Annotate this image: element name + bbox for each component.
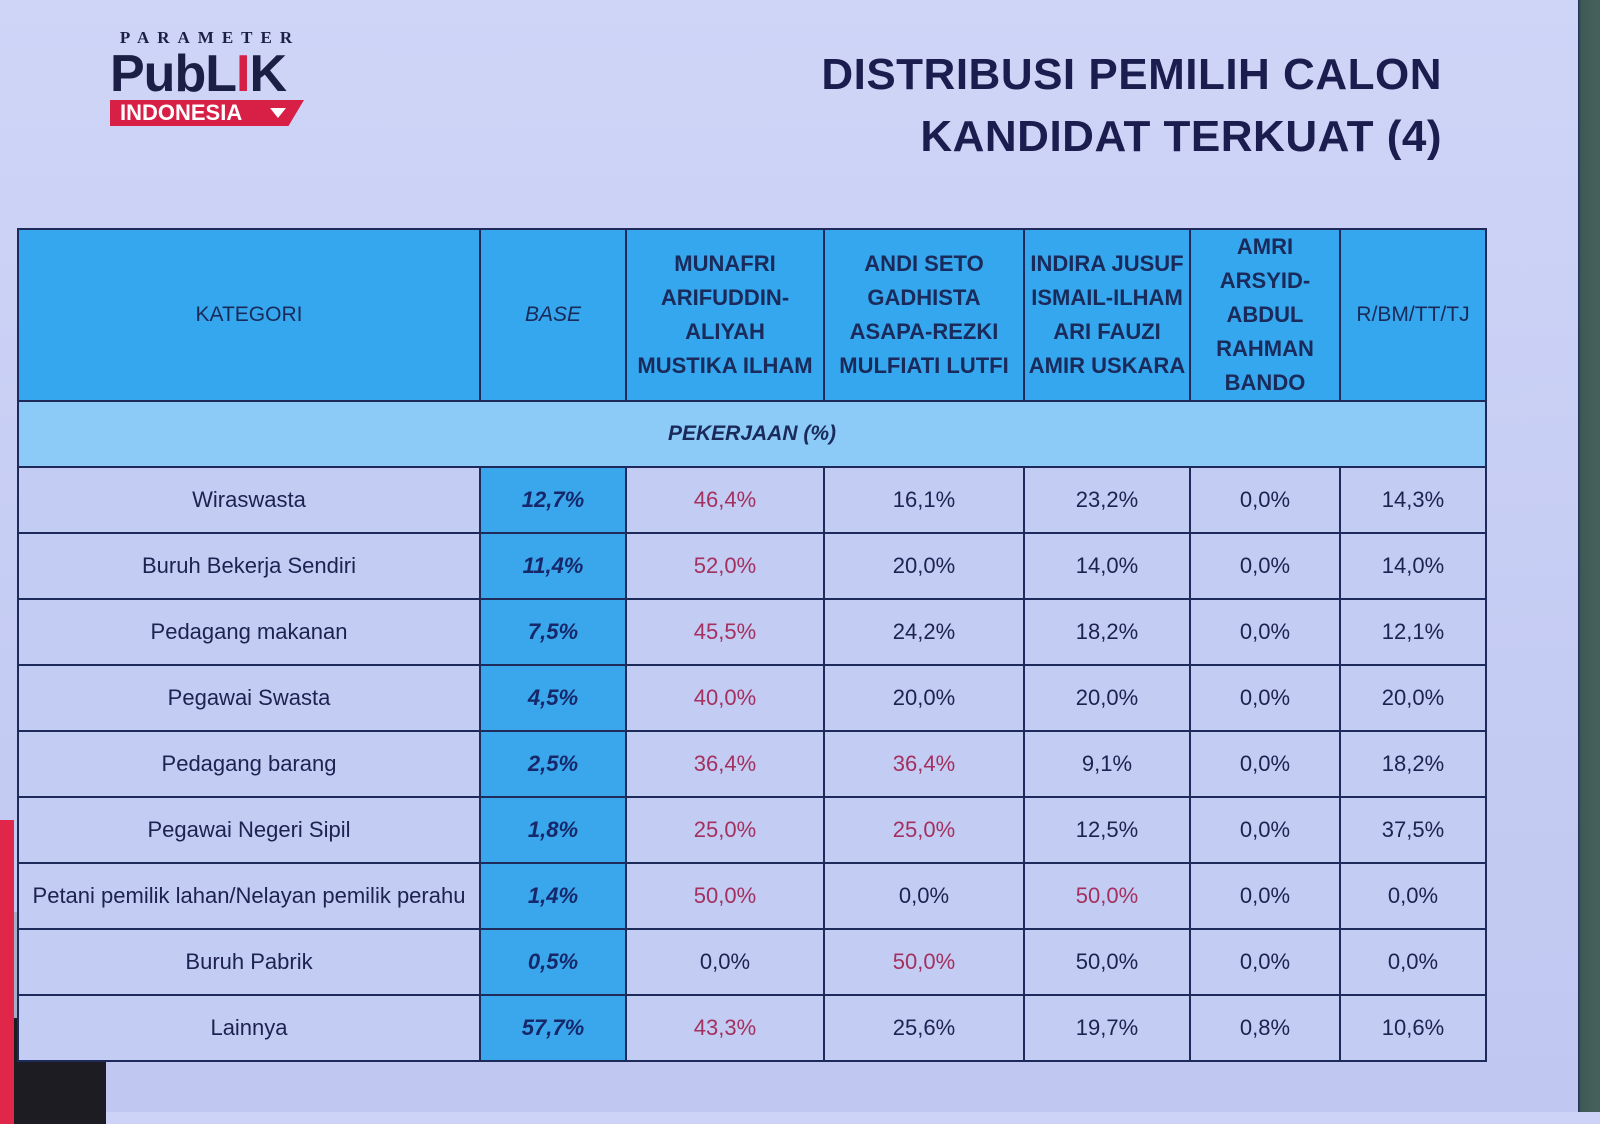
table-row: Buruh Bekerja Sendiri 11,4% 52,0% 20,0% … (17, 532, 1487, 600)
logo-main-c: K (249, 45, 287, 103)
row-category: Buruh Bekerja Sendiri (17, 532, 481, 600)
row-candidate-3: 50,0% (1023, 928, 1191, 996)
row-candidate-4: 0,0% (1189, 928, 1341, 996)
row-undecided: 37,5% (1339, 796, 1487, 864)
table-row: Pedagang makanan 7,5% 45,5% 24,2% 18,2% … (17, 598, 1487, 666)
row-candidate-2: 25,6% (823, 994, 1025, 1062)
table-row: Petani pemilik lahan/Nelayan pemilik per… (17, 862, 1487, 930)
logo-top-text: PARAMETER (119, 28, 301, 47)
header-candidate-4: AMRI ARSYID-ABDUL RAHMAN BANDO (1189, 228, 1341, 402)
section-row: PEKERJAAN (%) (17, 400, 1487, 468)
row-candidate-1: 43,3% (625, 994, 825, 1062)
row-category: Pedagang makanan (17, 598, 481, 666)
logo-main-b: I (235, 45, 250, 103)
logo-indonesia-bar: INDONESIA (110, 100, 304, 126)
logo-triangle-icon (270, 108, 286, 118)
row-candidate-1: 0,0% (625, 928, 825, 996)
row-undecided: 10,6% (1339, 994, 1487, 1062)
row-undecided: 14,3% (1339, 466, 1487, 534)
header-base: BASE (479, 228, 627, 402)
header-candidate-1: MUNAFRI ARIFUDDIN-ALIYAH MUSTIKA ILHAM (625, 228, 825, 402)
table-row: Buruh Pabrik 0,5% 0,0% 50,0% 50,0% 0,0% … (17, 928, 1487, 996)
screen-frame-edge (1578, 0, 1600, 1124)
row-category: Petani pemilik lahan/Nelayan pemilik per… (17, 862, 481, 930)
row-candidate-4: 0,8% (1189, 994, 1341, 1062)
row-candidate-2: 16,1% (823, 466, 1025, 534)
table-header-row: KATEGORI BASE MUNAFRI ARIFUDDIN-ALIYAH M… (17, 228, 1487, 402)
table-row: Pegawai Swasta 4,5% 40,0% 20,0% 20,0% 0,… (17, 664, 1487, 732)
row-candidate-1: 50,0% (625, 862, 825, 930)
row-candidate-1: 52,0% (625, 532, 825, 600)
section-label: PEKERJAAN (%) (17, 400, 1487, 468)
row-candidate-4: 0,0% (1189, 664, 1341, 732)
row-candidate-1: 40,0% (625, 664, 825, 732)
row-category: Lainnya (17, 994, 481, 1062)
row-candidate-3: 50,0% (1023, 862, 1191, 930)
row-undecided: 18,2% (1339, 730, 1487, 798)
row-candidate-3: 20,0% (1023, 664, 1191, 732)
logo-bottom-text: INDONESIA (120, 100, 243, 125)
row-candidate-3: 9,1% (1023, 730, 1191, 798)
row-category: Pedagang barang (17, 730, 481, 798)
row-candidate-3: 12,5% (1023, 796, 1191, 864)
row-undecided: 14,0% (1339, 532, 1487, 600)
table-row: Pedagang barang 2,5% 36,4% 36,4% 9,1% 0,… (17, 730, 1487, 798)
row-candidate-2: 50,0% (823, 928, 1025, 996)
row-candidate-1: 46,4% (625, 466, 825, 534)
screen-frame-bottom (0, 1112, 1600, 1124)
row-candidate-2: 20,0% (823, 664, 1025, 732)
row-candidate-4: 0,0% (1189, 730, 1341, 798)
parameter-publik-logo: PARAMETER PubLIK INDONESIA (110, 28, 320, 126)
row-base: 7,5% (479, 598, 627, 666)
row-base: 11,4% (479, 532, 627, 600)
row-undecided: 20,0% (1339, 664, 1487, 732)
header-undecided: R/BM/TT/TJ (1339, 228, 1487, 402)
row-undecided: 0,0% (1339, 928, 1487, 996)
row-undecided: 12,1% (1339, 598, 1487, 666)
row-base: 4,5% (479, 664, 627, 732)
row-candidate-4: 0,0% (1189, 466, 1341, 534)
row-candidate-3: 14,0% (1023, 532, 1191, 600)
row-candidate-2: 36,4% (823, 730, 1025, 798)
table-row: Lainnya 57,7% 43,3% 25,6% 19,7% 0,8% 10,… (17, 994, 1487, 1062)
row-base: 12,7% (479, 466, 627, 534)
title-line-2: KANDIDAT TERKUAT (4) (920, 112, 1442, 161)
title-line-1: DISTRIBUSI PEMILIH CALON (821, 50, 1442, 99)
row-candidate-2: 24,2% (823, 598, 1025, 666)
header-candidate-2: ANDI SETO GADHISTA ASAPA-REZKI MULFIATI … (823, 228, 1025, 402)
logo-main-text: PubLIK (110, 48, 320, 100)
row-candidate-4: 0,0% (1189, 862, 1341, 930)
row-base: 0,5% (479, 928, 627, 996)
row-category: Buruh Pabrik (17, 928, 481, 996)
row-undecided: 0,0% (1339, 862, 1487, 930)
row-candidate-4: 0,0% (1189, 598, 1341, 666)
row-candidate-1: 45,5% (625, 598, 825, 666)
row-base: 1,8% (479, 796, 627, 864)
background-red-object (0, 820, 14, 1124)
row-base: 57,7% (479, 994, 627, 1062)
row-category: Pegawai Swasta (17, 664, 481, 732)
row-base: 1,4% (479, 862, 627, 930)
row-candidate-1: 25,0% (625, 796, 825, 864)
row-category: Pegawai Negeri Sipil (17, 796, 481, 864)
slide-title: DISTRIBUSI PEMILIH CALON KANDIDAT TERKUA… (821, 44, 1442, 168)
row-base: 2,5% (479, 730, 627, 798)
header-candidate-3: INDIRA JUSUF ISMAIL-ILHAM ARI FAUZI AMIR… (1023, 228, 1191, 402)
row-candidate-2: 20,0% (823, 532, 1025, 600)
row-category: Wiraswasta (17, 466, 481, 534)
row-candidate-2: 25,0% (823, 796, 1025, 864)
row-candidate-3: 23,2% (1023, 466, 1191, 534)
table-row: Wiraswasta 12,7% 46,4% 16,1% 23,2% 0,0% … (17, 466, 1487, 534)
row-candidate-2: 0,0% (823, 862, 1025, 930)
header-kategori: KATEGORI (17, 228, 481, 402)
row-candidate-1: 36,4% (625, 730, 825, 798)
row-candidate-3: 18,2% (1023, 598, 1191, 666)
row-candidate-4: 0,0% (1189, 796, 1341, 864)
distribution-table: KATEGORI BASE MUNAFRI ARIFUDDIN-ALIYAH M… (17, 228, 1487, 1062)
row-candidate-4: 0,0% (1189, 532, 1341, 600)
logo-main-a: PubL (110, 45, 237, 103)
table-row: Pegawai Negeri Sipil 1,8% 25,0% 25,0% 12… (17, 796, 1487, 864)
row-candidate-3: 19,7% (1023, 994, 1191, 1062)
